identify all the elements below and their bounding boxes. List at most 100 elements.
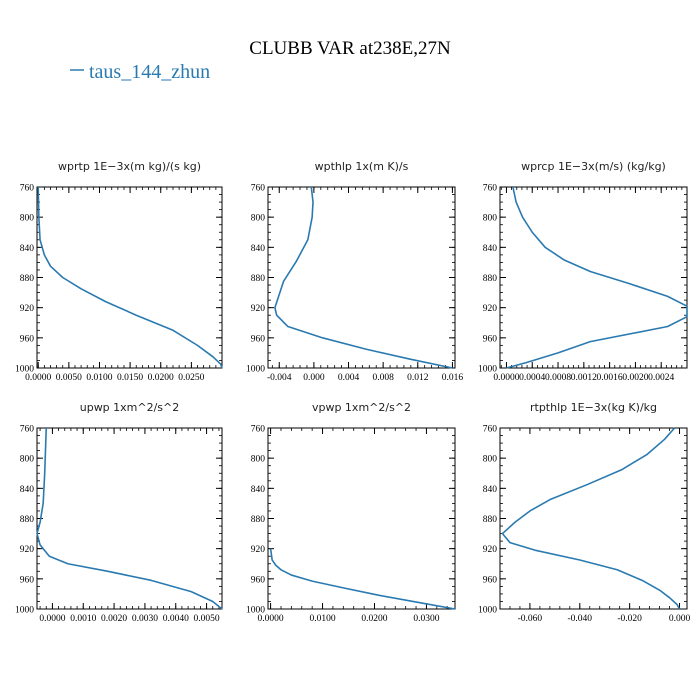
y-tick-label: 840 — [251, 244, 266, 254]
series-line — [269, 548, 456, 610]
y-tick-label: 800 — [483, 214, 498, 224]
y-tick-label: 760 — [20, 184, 35, 194]
plot-frame — [267, 186, 456, 369]
x-tick-label: 0.0100 — [86, 373, 112, 383]
y-tick-label: 840 — [483, 485, 498, 495]
x-tick-label: 0.0200 — [148, 373, 174, 383]
y-tick-label: 960 — [251, 334, 266, 344]
x-tick-label: 0.0250 — [178, 373, 204, 383]
y-tick-label: 920 — [20, 304, 35, 314]
series-line — [37, 186, 223, 369]
figure-title: CLUBB VAR at238E,27N — [249, 38, 451, 59]
y-tick-label: 760 — [251, 184, 266, 194]
panels: wprtp 1E−3x(m kg)/(s kg) 760 800 840 880 920 9… — [15, 160, 690, 624]
x-tick-label: 0.0050 — [56, 373, 82, 383]
x-tick-label: 0.0000 — [25, 373, 51, 383]
y-tick-label: 840 — [251, 485, 266, 495]
y-tick-label: 760 — [483, 425, 498, 435]
x-tick-label: 0.0012 — [571, 373, 597, 383]
y-tick-label: 960 — [20, 575, 35, 585]
y-tick-label: 800 — [251, 214, 266, 224]
legend-label: taus_144_zhun — [89, 61, 210, 83]
series-line — [274, 186, 453, 369]
x-tick-label: 0.008 — [372, 373, 394, 383]
y-tick-label: 920 — [251, 304, 266, 314]
x-tick-label: 0.0004 — [519, 373, 545, 383]
y-tick-label: 800 — [483, 455, 498, 465]
y-tick-label: 920 — [251, 545, 266, 555]
y-tick-label: 800 — [251, 455, 266, 465]
x-tick-label: -0.004 — [267, 373, 292, 383]
y-tick-label: 760 — [20, 425, 35, 435]
y-tick-label: 880 — [20, 515, 35, 525]
x-tick-label: 0.004 — [338, 373, 360, 383]
y-tick-label: 760 — [251, 425, 266, 435]
panel-3: wprcp 1E−3x(m/s) (kg/kg) 760 800 840 880 920 9… — [478, 160, 688, 383]
y-tick-label: 1000 — [246, 365, 265, 375]
x-tick-label: 0.0000 — [258, 614, 284, 624]
x-tick-label: 0.0040 — [163, 614, 189, 624]
plot-frame — [267, 427, 456, 610]
x-tick-label: 0.0000 — [39, 614, 65, 624]
y-tick-label: 880 — [483, 515, 498, 525]
y-tick-label: 960 — [483, 575, 498, 585]
y-tick-label: 1000 — [478, 365, 497, 375]
x-tick-label: 0.0000 — [493, 373, 519, 383]
y-tick-label: 880 — [483, 274, 498, 284]
y-tick-label: 1000 — [478, 606, 497, 616]
y-tick-label: 960 — [483, 334, 498, 344]
y-tick-label: 960 — [251, 575, 266, 585]
x-tick-label: 0.016 — [442, 373, 464, 383]
y-tick-label: 880 — [251, 274, 266, 284]
y-tick-label: 920 — [483, 545, 498, 555]
y-tick-label: 960 — [20, 334, 35, 344]
x-tick-label: -0.040 — [568, 614, 593, 624]
y-tick-label: 840 — [20, 485, 35, 495]
y-tick-label: 800 — [20, 455, 35, 465]
y-tick-label: 920 — [20, 545, 35, 555]
x-tick-label: 0.000 — [669, 614, 691, 624]
plot-frame — [36, 427, 223, 610]
x-tick-label: -0.020 — [617, 614, 642, 624]
x-tick-label: 0.0010 — [70, 614, 96, 624]
series-line — [36, 427, 223, 610]
y-tick-label: 1000 — [246, 606, 265, 616]
x-tick-label: 0.0016 — [597, 373, 623, 383]
panel-2: wpthlp 1x(m K)/s 760 800 840 880 920 960 1000-0… — [246, 160, 463, 383]
x-tick-label: 0.0030 — [132, 614, 158, 624]
y-tick-label: 840 — [483, 244, 498, 254]
y-tick-label: 880 — [251, 515, 266, 525]
series-line — [506, 186, 688, 369]
x-tick-label: 0.0300 — [413, 614, 439, 624]
plot-frame — [36, 186, 223, 369]
panel-title: wpthlp 1x(m K)/s — [315, 160, 409, 173]
series-line — [501, 427, 681, 610]
x-tick-label: 0.0050 — [194, 614, 220, 624]
y-tick-label: 800 — [20, 214, 35, 224]
y-tick-label: 760 — [483, 184, 498, 194]
panel-5: vpwp 1xm^2/s^2 760 800 840 880 920 960 10000.00… — [246, 401, 456, 624]
y-tick-label: 840 — [20, 244, 35, 254]
panel-title: wprtp 1E−3x(m kg)/(s kg) — [58, 160, 201, 173]
panel-1: wprtp 1E−3x(m kg)/(s kg) 760 800 840 880 920 9… — [15, 160, 223, 383]
panel-4: upwp 1xm^2/s^2 760 800 840 880 920 960 1000 0.00… — [15, 401, 223, 624]
y-tick-label: 880 — [20, 274, 35, 284]
panel-title: vpwp 1xm^2/s^2 — [312, 401, 411, 414]
x-tick-label: -0.060 — [518, 614, 543, 624]
x-tick-label: 0.0020 — [101, 614, 127, 624]
y-tick-label: 1000 — [15, 365, 34, 375]
panel-title: wprcp 1E−3x(m/s) (kg/kg) — [521, 160, 666, 173]
x-tick-label: 0.0150 — [117, 373, 143, 383]
x-tick-label: 0.0020 — [622, 373, 648, 383]
x-tick-label: 0.012 — [407, 373, 429, 383]
x-tick-label: 0.0200 — [361, 614, 387, 624]
plot-frame — [499, 427, 688, 610]
x-tick-label: 0.0100 — [309, 614, 335, 624]
y-tick-label: 1000 — [15, 606, 34, 616]
panel-6: rtpthlp 1E−3x(kg K)/kg 760 800 840 880 920 960… — [478, 401, 690, 624]
x-tick-label: 0.0008 — [545, 373, 571, 383]
x-tick-label: 0.000 — [303, 373, 325, 383]
panel-title: upwp 1xm^2/s^2 — [80, 401, 180, 414]
panel-title: rtpthlp 1E−3x(kg K)/kg — [530, 401, 657, 414]
